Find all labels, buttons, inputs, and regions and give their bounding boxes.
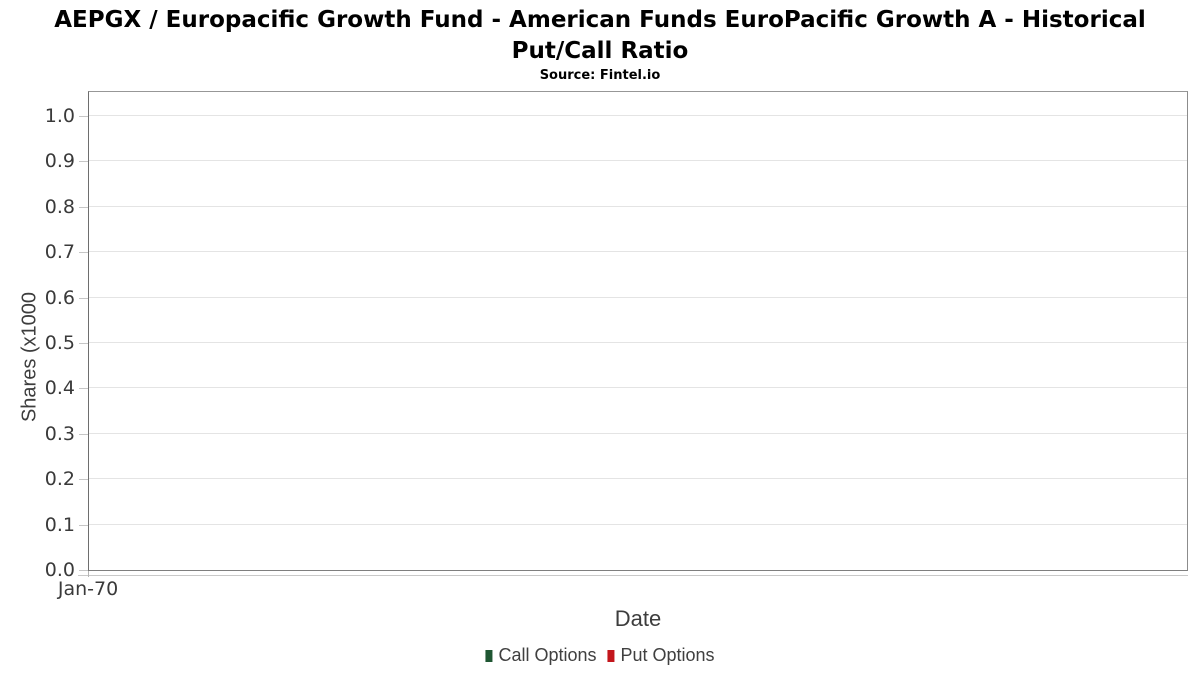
gridline <box>89 160 1187 162</box>
y-tick-mark <box>79 206 88 208</box>
gridline <box>89 296 1187 298</box>
chart-title-line1: AEPGX / Europacific Growth Fund - Americ… <box>54 7 1146 33</box>
gridline <box>89 205 1187 207</box>
legend-label-call-options: Call Options <box>498 645 597 665</box>
chart-title-line2: Put/Call Ratio <box>511 38 689 64</box>
gridline <box>89 478 1187 480</box>
x-tick-label: Jan-70 <box>57 578 119 600</box>
x-axis-line <box>78 575 1188 576</box>
legend-label-put-options: Put Options <box>620 645 715 665</box>
gridline <box>89 251 1187 253</box>
legend-item-call-options[interactable]: Call Options <box>485 645 596 666</box>
y-tick-mark <box>79 570 88 571</box>
y-tick-label: 0.3 <box>44 422 75 445</box>
gridline <box>89 387 1187 389</box>
y-tick-mark <box>79 479 88 481</box>
gridline <box>89 432 1187 434</box>
gridline <box>89 342 1187 344</box>
y-tick-label: 0.5 <box>44 332 75 355</box>
legend-item-put-options[interactable]: Put Options <box>607 645 715 666</box>
y-tick-label: 0.4 <box>44 377 75 400</box>
chart-source: Source: Fintel.io <box>539 68 661 83</box>
y-tick-mark <box>79 433 88 435</box>
y-tick-label: 0.7 <box>44 241 75 264</box>
plot-area <box>88 91 1188 571</box>
gridline <box>89 523 1187 525</box>
y-tick-mark <box>79 116 88 118</box>
y-axis: 0.0 0.1 0.2 0.3 0.4 0.5 0.6 0.7 0.8 0.9 1.0 <box>0 92 88 581</box>
y-tick-label: 0.2 <box>44 468 75 491</box>
y-tick-mark <box>79 388 88 390</box>
chart-title: AEPGX / Europacific Growth Fund - Americ… <box>0 5 1200 67</box>
y-tick-label: 0.9 <box>44 150 75 173</box>
y-tick-mark <box>79 297 88 299</box>
y-tick-label: 0.8 <box>44 195 75 218</box>
x-axis-title: Date <box>614 606 662 631</box>
legend: Call Options Put Options <box>485 645 715 666</box>
y-tick-label: 0.0 <box>44 559 75 581</box>
y-tick-label: 0.1 <box>44 513 75 536</box>
y-tick-label: 0.6 <box>44 286 75 309</box>
y-tick-mark <box>79 343 88 345</box>
legend-swatch-call-options <box>485 649 493 662</box>
gridline <box>89 115 1187 117</box>
y-tick-mark <box>79 252 88 254</box>
x-tick-mark <box>88 571 89 577</box>
legend-swatch-put-options <box>607 649 615 662</box>
y-tick-mark <box>79 524 88 526</box>
y-tick-label: 1.0 <box>44 105 75 128</box>
y-tick-mark <box>79 161 88 163</box>
